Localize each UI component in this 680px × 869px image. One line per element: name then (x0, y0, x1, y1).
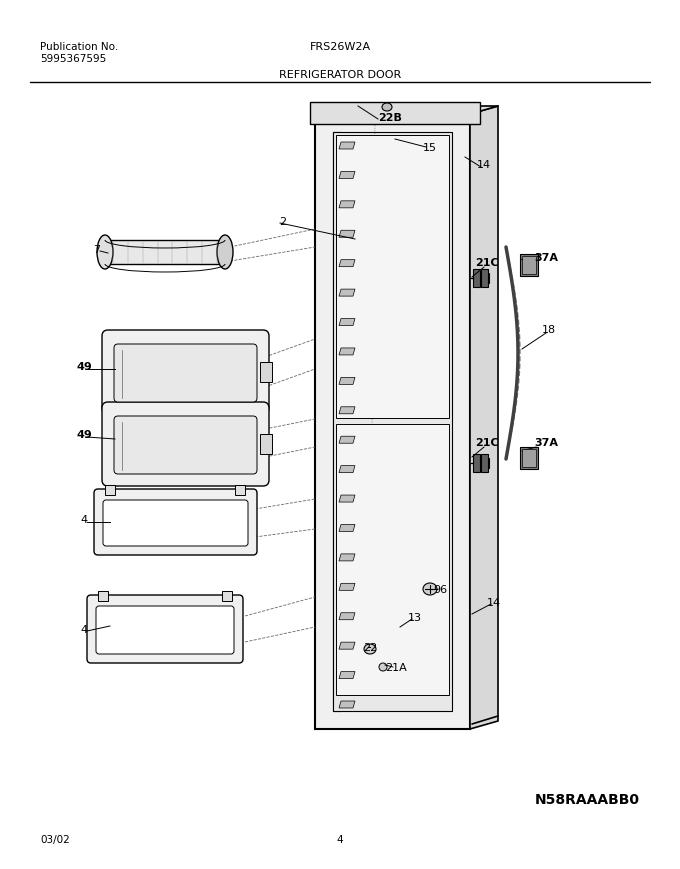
Bar (522, 256, 536, 275)
Polygon shape (315, 115, 470, 729)
Text: 13: 13 (408, 613, 422, 622)
Polygon shape (339, 143, 355, 149)
Text: 03/02: 03/02 (40, 834, 70, 844)
Polygon shape (310, 103, 480, 125)
Text: 22B: 22B (378, 113, 402, 123)
Polygon shape (105, 241, 225, 265)
Ellipse shape (382, 104, 392, 112)
Text: 4: 4 (80, 514, 88, 524)
Ellipse shape (364, 644, 376, 654)
Text: 37A: 37A (534, 253, 558, 262)
Text: 15: 15 (423, 143, 437, 153)
FancyBboxPatch shape (103, 501, 248, 547)
FancyBboxPatch shape (94, 489, 257, 555)
Bar (222, 591, 232, 601)
Text: FRS26W2A: FRS26W2A (309, 42, 371, 52)
Text: 14: 14 (487, 597, 501, 607)
Text: N58RAAABB0: N58RAAABB0 (535, 792, 640, 806)
Bar (260, 434, 272, 454)
Text: 4: 4 (337, 834, 343, 844)
FancyBboxPatch shape (114, 416, 257, 474)
Polygon shape (339, 525, 355, 532)
Polygon shape (339, 408, 355, 415)
Polygon shape (470, 107, 498, 729)
Polygon shape (339, 202, 355, 209)
Ellipse shape (217, 235, 233, 269)
FancyBboxPatch shape (102, 402, 269, 487)
Text: 5995367595: 5995367595 (40, 54, 106, 64)
FancyBboxPatch shape (96, 607, 234, 654)
Text: 18: 18 (542, 325, 556, 335)
FancyBboxPatch shape (114, 345, 257, 402)
FancyBboxPatch shape (87, 595, 243, 663)
Text: 4: 4 (80, 624, 88, 634)
Polygon shape (339, 642, 355, 649)
Polygon shape (339, 289, 355, 297)
Polygon shape (339, 495, 355, 502)
Text: 21A: 21A (385, 662, 407, 673)
Polygon shape (339, 261, 355, 268)
Bar (336, 136, 449, 419)
Polygon shape (339, 701, 355, 708)
Polygon shape (333, 133, 341, 711)
Text: Publication No.: Publication No. (40, 42, 118, 52)
Bar (98, 591, 108, 601)
Bar (473, 269, 480, 288)
Bar (473, 454, 480, 473)
Text: REFRIGERATOR DOOR: REFRIGERATOR DOOR (279, 70, 401, 80)
Text: 49: 49 (76, 362, 92, 372)
Polygon shape (339, 613, 355, 620)
Bar (336, 425, 449, 695)
Text: 22: 22 (363, 642, 377, 653)
Text: 7: 7 (93, 245, 101, 255)
Bar (105, 486, 115, 495)
Ellipse shape (379, 663, 387, 671)
Polygon shape (315, 107, 498, 115)
Bar (520, 448, 538, 469)
Bar (522, 449, 536, 468)
Polygon shape (339, 437, 355, 444)
Polygon shape (339, 348, 355, 355)
FancyBboxPatch shape (102, 330, 269, 415)
Polygon shape (339, 466, 355, 473)
Text: 2: 2 (279, 216, 286, 227)
Text: 37A: 37A (534, 437, 558, 448)
Bar (481, 269, 488, 288)
Polygon shape (339, 554, 355, 561)
Ellipse shape (97, 235, 113, 269)
Polygon shape (339, 319, 355, 326)
Polygon shape (339, 672, 355, 679)
Text: 96: 96 (433, 584, 447, 594)
Text: 21C: 21C (475, 258, 499, 268)
Bar (481, 454, 488, 473)
Bar (520, 255, 538, 276)
Ellipse shape (423, 583, 437, 595)
Text: 49: 49 (76, 429, 92, 440)
Polygon shape (339, 378, 355, 385)
Bar (333, 133, 452, 711)
Polygon shape (339, 172, 355, 179)
Bar (235, 486, 245, 495)
Text: 14: 14 (477, 160, 491, 169)
Text: 21C: 21C (475, 437, 499, 448)
Polygon shape (339, 231, 355, 238)
Bar (260, 362, 272, 382)
Polygon shape (339, 584, 355, 591)
